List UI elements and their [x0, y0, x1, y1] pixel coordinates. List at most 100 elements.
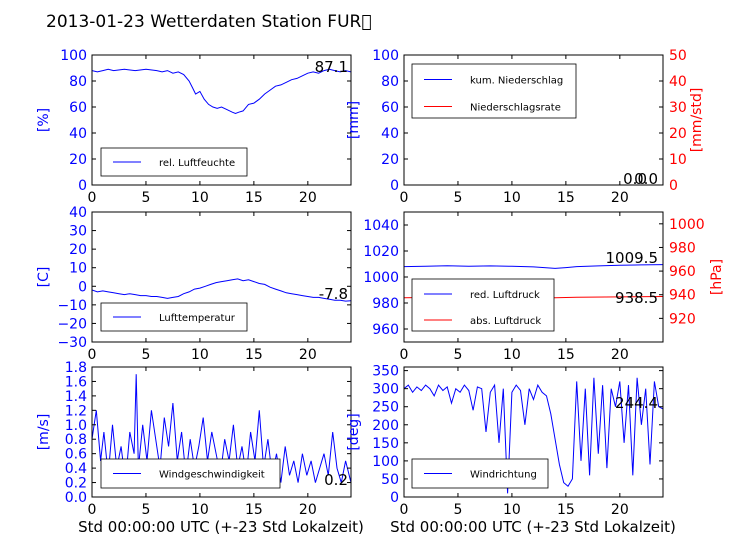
y-tick-label: 100 [372, 454, 399, 470]
series-line-winddirection-0 [404, 377, 663, 494]
x-tick-label: 10 [503, 347, 521, 363]
y-tick-label: 40 [69, 205, 87, 221]
y-tick-label-right: 30 [669, 100, 687, 116]
x-tick-label: 5 [453, 190, 462, 206]
x-tick-label: 20 [611, 190, 629, 206]
y-tick-label: 40 [69, 126, 87, 142]
axes-frame-temperature [91, 211, 352, 343]
x-tick-label: 5 [453, 347, 462, 363]
y-tick-label: 200 [372, 418, 399, 434]
y-axis-label: [%] [36, 108, 52, 132]
y-tick-label: 60 [69, 100, 87, 116]
legend-label: red. Luftdruck [470, 290, 540, 301]
y-tick-label: 0.4 [65, 461, 87, 477]
x-tick-label: 20 [299, 190, 317, 206]
y-tick-label: 50 [381, 472, 399, 488]
legend-windspeed: Windgeschwindigkeit [100, 458, 281, 489]
y-tick-label: 1.6 [65, 374, 87, 390]
x-tick-label: 0 [88, 502, 97, 518]
legend-label: Niederschlagsrate [470, 103, 561, 114]
y-axis-label: [m/s] [36, 414, 52, 451]
axes-frame-windspeed [91, 366, 352, 498]
y-tick-label-right: 0 [669, 178, 678, 194]
y-tick-label: 300 [372, 382, 399, 398]
x-axis-label-left: Std 00:00:00 UTC (+-23 Std Lokalzeit) [78, 518, 364, 536]
x-tick-label: 5 [453, 502, 462, 518]
y-tick-label-right: 980 [669, 240, 696, 256]
axes-frame-humidity [91, 54, 352, 186]
y-tick-label-right: 1000 [669, 217, 705, 233]
y-tick-label: 0.8 [65, 432, 87, 448]
axes-frame-winddirection [403, 366, 664, 498]
y-tick-label: 1.2 [65, 403, 87, 419]
y-tick-label: 0 [390, 178, 399, 194]
x-tick-label: 20 [611, 502, 629, 518]
y-tick-label: 20 [69, 152, 87, 168]
y-tick-label: 1020 [363, 244, 399, 260]
axes-frame-precipitation [403, 54, 664, 186]
x-tick-label: 5 [141, 502, 150, 518]
x-tick-label: 15 [245, 190, 263, 206]
y-tick-label-right: 920 [669, 311, 696, 327]
last-value-label: -7.8 [319, 285, 348, 303]
x-tick-label: 0 [88, 347, 97, 363]
y-tick-label: 1.8 [65, 360, 87, 376]
legend-label: abs. Luftdruck [470, 316, 541, 327]
legend-label: kum. Niederschlag [470, 76, 563, 87]
y-tick-label: 960 [372, 322, 399, 338]
y-tick-label: 100 [60, 48, 87, 64]
last-value-label: 1009.5 [606, 249, 659, 267]
chart-panel-pressure: 0 5 10 15 20 960 980 1000 1020 1040 920 940 960 980 10… [363, 211, 725, 363]
legend-box [411, 63, 577, 119]
last-value-label-right: 938.5 [615, 289, 658, 307]
last-value-label-right: 0.0 [623, 170, 647, 188]
y-tick-label: 40 [381, 126, 399, 142]
figure-title: 2013-01-23 Wetterdaten Station FUR  [46, 12, 372, 32]
chart-panel-temperature: 0 5 10 15 20 −30 −20 −10 0 10 20 30 40 [C] Lufttempera… [36, 205, 352, 363]
y-tick-label: 20 [381, 152, 399, 168]
y-tick-label: 0.0 [65, 490, 87, 506]
y-tick-label: 10 [69, 261, 87, 277]
x-tick-label: 0 [400, 190, 409, 206]
y-tick-label: −20 [57, 316, 87, 332]
legend-pressure: red. Luftdruck abs. Luftdruck [411, 278, 555, 332]
x-tick-label: 10 [191, 190, 209, 206]
x-tick-label: 5 [141, 190, 150, 206]
y-tick-label: 1040 [363, 218, 399, 234]
y-tick-label: 100 [372, 48, 399, 64]
chart-panel-windspeed: 0 5 10 15 200.00.20.40.60.81.01.21.41.61.8[m… [36, 360, 352, 518]
y-tick-label-right: 10 [669, 152, 687, 168]
chart-panel-precipitation: 0 5 10 15 20 0 20 40 60 80 100 0 10 20 30 40 50 [mm] [mm/s… [346, 48, 705, 206]
chart-panel-humidity: 0 5 10 15 20 0 20 40 60 80 100 [%] rel. Luftfeuchte 8… [36, 48, 352, 206]
legend-label: Windrichtung [470, 470, 537, 481]
y-tick-label: 20 [69, 242, 87, 258]
y-tick-label: −30 [57, 335, 87, 351]
legend-precipitation: kum. Niederschlag Niederschlagsrate [411, 63, 577, 119]
y-axis-label-right: [mm/std] [689, 88, 705, 153]
y-tick-label: 150 [372, 436, 399, 452]
y-axis-label: [mm] [346, 101, 362, 139]
y-tick-label: 1000 [363, 270, 399, 286]
series-line-temperature-0 [92, 278, 351, 302]
x-tick-label: 10 [191, 347, 209, 363]
x-tick-label: 15 [245, 502, 263, 518]
x-tick-label: 10 [503, 190, 521, 206]
y-tick-label: 80 [69, 74, 87, 90]
y-tick-label-right: 940 [669, 288, 696, 304]
x-tick-label: 10 [191, 502, 209, 518]
y-tick-label: 30 [69, 224, 87, 240]
legend-winddirection: Windrichtung [411, 458, 549, 489]
last-value-label: 0.2 [324, 471, 348, 489]
legend-humidity: rel. Luftfeuchte [100, 147, 248, 177]
last-value-label: 0.0 [634, 170, 658, 188]
legend-temperature: Lufttemperatur [100, 302, 248, 332]
legend-label: rel. Luftfeuchte [159, 158, 235, 169]
x-tick-label: 15 [557, 347, 575, 363]
y-tick-label-right: 50 [669, 48, 687, 64]
legend-label: Windgeschwindigkeit [159, 470, 265, 481]
y-tick-label: 0.6 [65, 447, 87, 463]
x-tick-label: 10 [503, 502, 521, 518]
y-tick-label-right: 40 [669, 74, 687, 90]
x-tick-label: 0 [88, 190, 97, 206]
y-axis-label: [C] [36, 267, 52, 288]
